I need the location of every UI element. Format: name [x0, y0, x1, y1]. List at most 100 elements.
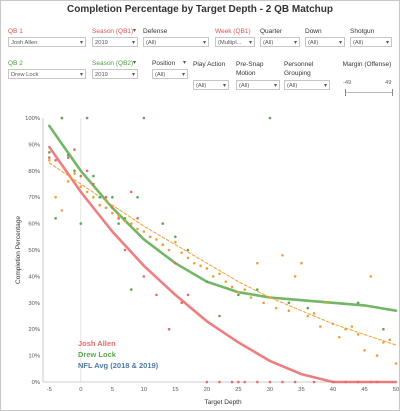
quarter-value: (All) [263, 40, 274, 46]
play-action-select[interactable]: (All) ▾ [193, 80, 229, 90]
margin-slider-min-handle[interactable] [345, 89, 346, 96]
play-action-value: (All) [196, 83, 207, 89]
data-point [60, 209, 64, 212]
data-point [205, 380, 209, 384]
chevron-down-icon: ▾ [79, 40, 83, 46]
data-point [287, 301, 291, 305]
season-qb1-label: Season (QB1) [92, 28, 134, 35]
data-point [85, 190, 89, 194]
data-point [331, 380, 335, 384]
chevron-down-icon[interactable]: ▾ [133, 60, 137, 66]
x-axis-label: Target Depth [204, 399, 242, 406]
data-point [136, 227, 139, 231]
data-point [54, 195, 57, 199]
data-point [281, 253, 284, 257]
week-qb1-select[interactable]: (Multipl... ▾ [215, 37, 255, 47]
data-point [344, 380, 347, 384]
data-point [369, 380, 373, 384]
personnel-grouping-select[interactable]: (All) ▾ [284, 80, 330, 90]
data-point [54, 217, 57, 220]
data-point [48, 158, 51, 162]
qb1-select[interactable]: Josh Allen ▾ [8, 37, 86, 47]
x-tick-label: 30 [267, 387, 273, 393]
down-select[interactable]: (All) ▾ [305, 37, 345, 47]
trend-line [48, 145, 398, 384]
personnel-grouping-value: (All) [287, 83, 298, 89]
season-qb1-select[interactable]: 2019 ▾ [92, 37, 138, 47]
chevron-down-icon[interactable]: ▾ [183, 60, 187, 66]
pre-snap-motion-select[interactable]: (All) ▾ [236, 80, 280, 90]
chevron-down-icon: ▾ [131, 72, 135, 78]
x-tick-label: -5 [47, 387, 52, 393]
x-tick-label: 40 [330, 387, 336, 393]
position-select[interactable]: (All) ▾ [152, 69, 188, 79]
data-point [230, 380, 234, 384]
data-point [394, 362, 398, 365]
y-tick-label: 0% [32, 380, 40, 386]
margin-slider-track[interactable] [345, 92, 393, 93]
y-tick-label: 30% [28, 301, 40, 307]
legend-entry: NFL Avg (2018 & 2019) [78, 361, 159, 370]
data-point [98, 203, 102, 207]
data-point [237, 380, 240, 384]
data-point [356, 301, 360, 305]
data-point [73, 172, 76, 175]
data-point [218, 380, 221, 384]
x-tick-label: 0 [79, 387, 82, 393]
data-point [142, 230, 146, 233]
trend-line [48, 162, 397, 346]
data-point [186, 248, 190, 252]
data-point [111, 206, 114, 210]
shotgun-value: (All) [353, 40, 364, 46]
season-qb2-label: Season (QB2) [92, 60, 134, 67]
data-point [117, 217, 120, 220]
data-point [142, 116, 146, 120]
data-point [92, 174, 95, 178]
data-point [281, 380, 284, 384]
y-tick-label: 60% [28, 222, 40, 228]
qb2-select[interactable]: Drew Lock ▾ [8, 69, 86, 79]
data-point [268, 116, 272, 120]
data-point [167, 248, 171, 252]
season-qb2-select[interactable]: 2019 ▾ [92, 69, 138, 79]
y-tick-label: 90% [28, 142, 40, 148]
data-point [161, 243, 165, 247]
data-point [382, 327, 385, 331]
defense-select[interactable]: (All) ▾ [143, 37, 209, 47]
margin-slider-max-handle[interactable] [392, 89, 393, 96]
x-tick-label: 25 [235, 387, 241, 393]
data-point [375, 380, 379, 384]
quarter-select[interactable]: (All) ▾ [260, 37, 300, 47]
margin-label: Margin (Offense) [342, 61, 392, 68]
data-point [123, 219, 127, 223]
pre-snap-motion-label: Pre-Snap Motion [236, 61, 264, 77]
data-point [369, 275, 373, 278]
data-point [117, 222, 120, 225]
y-tick-label: 50% [28, 248, 40, 254]
data-point [306, 306, 310, 310]
qb1-value: Josh Allen [11, 40, 38, 46]
legend-entry: Josh Allen [78, 339, 116, 348]
data-point [180, 301, 183, 305]
qb2-label: QB 2 [8, 60, 23, 67]
chevron-down-icon: ▾ [222, 83, 226, 89]
data-point [331, 322, 335, 326]
shotgun-select[interactable]: (All) ▾ [350, 37, 392, 47]
data-point [129, 288, 133, 291]
data-point [92, 195, 95, 199]
data-point [274, 306, 278, 310]
personnel-grouping-label: Personnel Grouping [284, 61, 314, 77]
chevron-down-icon[interactable]: ▾ [133, 28, 137, 34]
data-point [111, 211, 114, 215]
data-point [344, 327, 347, 331]
data-point [111, 195, 114, 199]
data-point [268, 296, 272, 299]
chevron-down-icon: ▾ [338, 40, 342, 46]
data-point [312, 380, 316, 384]
week-qb1-label: Week (QB1) [215, 28, 251, 35]
data-point [205, 280, 209, 283]
qb1-label: QB 1 [8, 28, 23, 35]
data-point [186, 256, 190, 260]
data-point [306, 314, 310, 318]
data-point [60, 116, 64, 120]
